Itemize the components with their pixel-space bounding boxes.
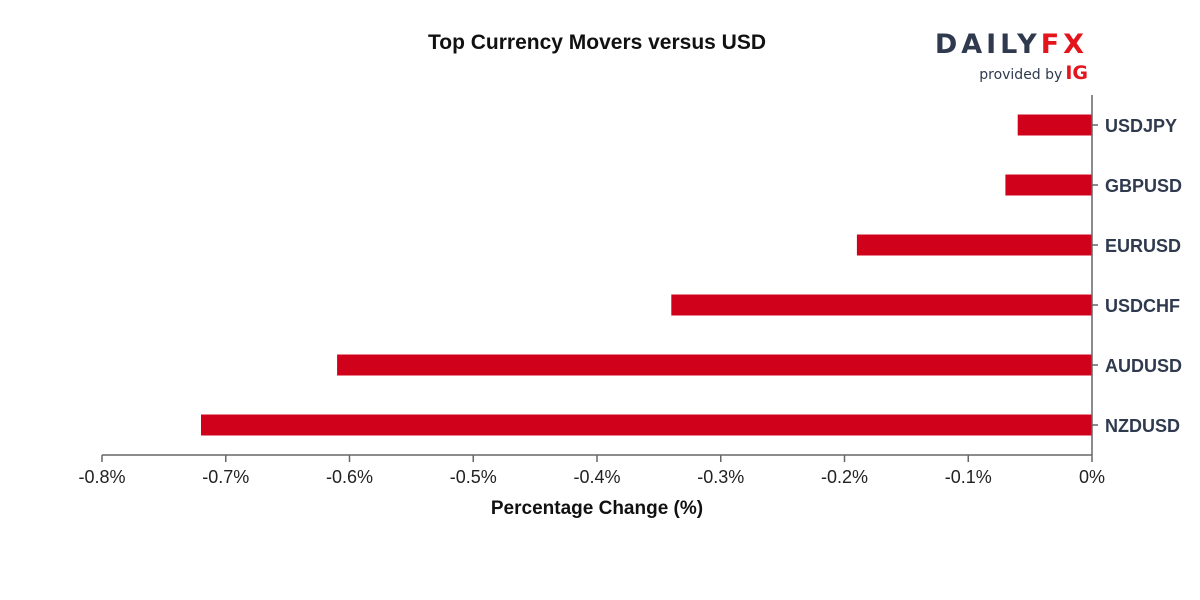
bar-usdchf	[671, 294, 1093, 316]
dailyfx-logo: DAILYFX provided by IG	[928, 28, 1088, 84]
x-tick-label: -0.3%	[697, 467, 744, 487]
bar-eurusd	[856, 234, 1092, 256]
ig-logo-text: IG	[1065, 62, 1088, 84]
category-labels: USDJPY GBPUSD EURUSD USDCHF AUDUSD NZDUSD	[1105, 116, 1182, 436]
x-tick-label: -0.8%	[78, 467, 125, 487]
chart-title: Top Currency Movers versus USD	[427, 31, 767, 54]
x-tick-label: -0.1%	[945, 467, 992, 487]
logo-wordmark: DAILYFX	[935, 28, 1088, 62]
bar-gbpusd	[1005, 174, 1092, 196]
logo-provider-line: provided by IG	[979, 62, 1088, 86]
bar-nzdusd	[201, 414, 1092, 436]
category-label-usdjpy: USDJPY	[1105, 116, 1177, 136]
x-tick-label: -0.4%	[573, 467, 620, 487]
category-label-eurusd: EURUSD	[1105, 236, 1181, 256]
category-label-nzdusd: NZDUSD	[1105, 416, 1180, 436]
bar-series	[201, 114, 1093, 436]
logo-provided-by-text: provided by	[979, 67, 1063, 83]
y-axis-ticks	[1092, 124, 1098, 426]
x-axis-ticks: -0.8% -0.7% -0.6% -0.5% -0.4% -0.3% -0.2% -0.1%…	[78, 455, 1105, 487]
category-label-gbpusd: GBPUSD	[1105, 176, 1182, 196]
bar-usdjpy	[1017, 114, 1092, 136]
category-label-audusd: AUDUSD	[1105, 356, 1182, 376]
x-axis-title: Percentage Change (%)	[491, 498, 703, 519]
logo-daily-text: DAILY	[934, 29, 1041, 60]
x-tick-label: -0.7%	[202, 467, 249, 487]
x-tick-label: 0%	[1079, 467, 1105, 487]
x-tick-label: -0.2%	[821, 467, 868, 487]
category-label-usdchf: USDCHF	[1105, 296, 1180, 316]
x-tick-label: -0.6%	[326, 467, 373, 487]
logo-fx-text: FX	[1040, 29, 1088, 60]
bar-audusd	[337, 354, 1093, 376]
x-tick-label: -0.5%	[450, 467, 497, 487]
